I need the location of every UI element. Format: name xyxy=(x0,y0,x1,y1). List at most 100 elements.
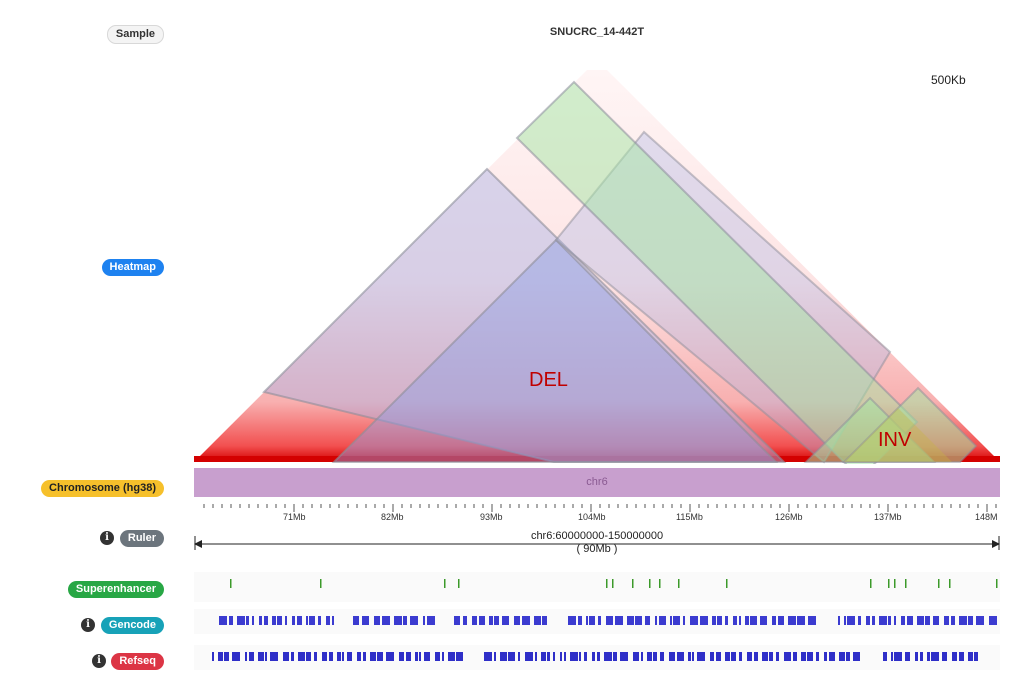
gene-feature xyxy=(807,652,813,661)
hic-heatmap[interactable] xyxy=(194,70,1000,464)
gene-feature xyxy=(959,652,964,661)
gene-feature xyxy=(403,616,407,625)
ruler-tick-label: 137Mb xyxy=(874,512,902,522)
gene-feature xyxy=(959,616,967,625)
gene-feature xyxy=(894,652,902,661)
ruler-info-icon[interactable]: i xyxy=(100,531,114,545)
gene-feature xyxy=(968,616,973,625)
gene-feature xyxy=(942,652,947,661)
gene-feature xyxy=(541,652,546,661)
ruler-tick-label: 71Mb xyxy=(283,512,306,522)
diagonal-band xyxy=(194,456,1000,462)
gene-feature xyxy=(615,616,623,625)
heatmap-track-label[interactable]: Heatmap xyxy=(101,259,164,276)
gene-feature xyxy=(508,652,515,661)
refseq-track[interactable] xyxy=(194,645,1000,670)
superenhancer-track-label[interactable]: Superenhancer xyxy=(67,581,164,598)
gene-feature xyxy=(484,652,492,661)
gene-feature xyxy=(725,616,728,625)
gene-feature xyxy=(564,652,566,661)
gene-feature xyxy=(769,652,773,661)
superenhancer-mark xyxy=(726,579,728,588)
gene-feature xyxy=(653,652,657,661)
gene-feature xyxy=(745,616,749,625)
sample-label: Sample xyxy=(106,25,164,44)
ruler-track-label[interactable]: Ruler xyxy=(119,530,164,547)
chromosome-bar[interactable]: chr6 xyxy=(194,468,1000,497)
gene-feature xyxy=(570,652,578,661)
gene-feature xyxy=(613,652,617,661)
gene-feature xyxy=(879,616,887,625)
gene-feature xyxy=(534,616,541,625)
gene-feature xyxy=(968,652,973,661)
gene-feature xyxy=(514,616,520,625)
gene-feature xyxy=(309,616,315,625)
gene-feature xyxy=(337,652,341,661)
refseq-track-label[interactable]: Refseq xyxy=(111,653,164,670)
superenhancer-mark xyxy=(888,579,890,588)
gene-feature xyxy=(838,616,840,625)
gene-feature xyxy=(584,652,587,661)
gene-feature xyxy=(808,616,816,625)
gene-feature xyxy=(525,652,533,661)
gene-feature xyxy=(716,652,721,661)
gene-feature xyxy=(700,616,708,625)
gene-feature xyxy=(776,652,779,661)
gene-feature xyxy=(933,616,939,625)
gene-feature xyxy=(264,616,268,625)
gene-feature xyxy=(891,652,893,661)
gene-feature xyxy=(974,652,978,661)
superenhancer-mark xyxy=(444,579,446,588)
ruler-axis xyxy=(194,504,1000,550)
gene-feature xyxy=(270,652,278,661)
gene-feature xyxy=(952,652,957,661)
gene-feature xyxy=(399,652,404,661)
superenhancer-mark xyxy=(894,579,896,588)
gene-feature xyxy=(259,616,262,625)
chromosome-track-label[interactable]: Chromosome (hg38) xyxy=(41,480,164,497)
gene-feature xyxy=(212,652,214,661)
gene-feature xyxy=(853,652,860,661)
gene-feature xyxy=(297,616,302,625)
gene-feature xyxy=(448,652,455,661)
gene-feature xyxy=(419,652,421,661)
gene-feature xyxy=(306,616,308,625)
gencode-track-label[interactable]: Gencode xyxy=(100,617,164,634)
gene-feature xyxy=(589,616,595,625)
gencode-info-icon[interactable]: i xyxy=(81,618,95,632)
gene-feature xyxy=(844,616,846,625)
gene-feature xyxy=(249,652,254,661)
gene-feature xyxy=(739,652,742,661)
gene-feature xyxy=(710,652,714,661)
gene-feature xyxy=(915,652,918,661)
gencode-track[interactable] xyxy=(194,609,1000,634)
deletion-annotation: DEL xyxy=(529,369,568,391)
gene-feature xyxy=(518,652,520,661)
sample-name: SNUCRC_14-442T xyxy=(549,26,645,38)
gene-feature xyxy=(229,616,233,625)
inversion-core xyxy=(844,408,952,462)
gene-feature xyxy=(502,616,509,625)
gene-feature xyxy=(377,652,383,661)
gene-feature xyxy=(232,652,240,661)
gene-feature xyxy=(951,616,955,625)
gene-feature xyxy=(386,652,394,661)
superenhancer-marks xyxy=(230,579,998,588)
gene-feature xyxy=(245,652,247,661)
gene-feature xyxy=(298,652,305,661)
gene-feature xyxy=(772,616,776,625)
gene-feature xyxy=(568,616,576,625)
superenhancer-track[interactable] xyxy=(194,572,1000,602)
gene-feature xyxy=(394,616,402,625)
gene-feature xyxy=(660,652,664,661)
ruler-tick-label: 104Mb xyxy=(578,512,606,522)
gene-feature xyxy=(542,616,547,625)
gene-feature xyxy=(598,616,601,625)
superenhancer-mark xyxy=(870,579,872,588)
gene-feature xyxy=(927,652,930,661)
ruler-tick-label: 93Mb xyxy=(480,512,503,522)
refseq-info-icon[interactable]: i xyxy=(92,654,106,668)
gene-feature xyxy=(494,616,499,625)
gene-feature xyxy=(494,652,496,661)
gene-feature xyxy=(291,652,294,661)
